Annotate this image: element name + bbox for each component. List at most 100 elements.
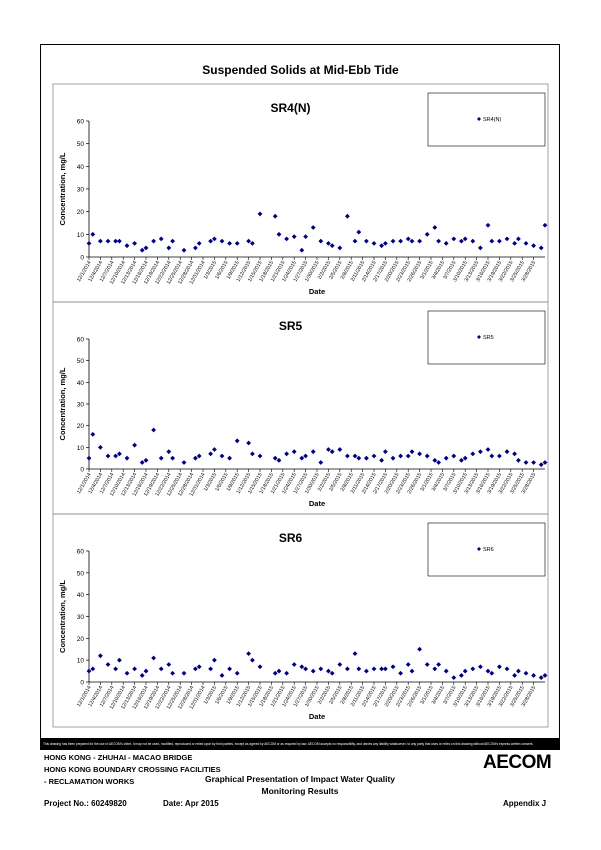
data-point bbox=[246, 440, 251, 446]
y-tick-label: 0 bbox=[80, 467, 84, 474]
data-point bbox=[310, 449, 316, 455]
data-point bbox=[158, 236, 164, 242]
legend-box bbox=[427, 92, 546, 147]
data-point bbox=[212, 657, 217, 663]
data-point bbox=[105, 453, 111, 459]
data-point bbox=[504, 236, 510, 242]
data-point bbox=[196, 664, 202, 670]
data-point bbox=[276, 457, 282, 463]
data-point bbox=[371, 453, 377, 459]
data-point bbox=[538, 675, 544, 681]
data-point bbox=[337, 662, 343, 667]
data-point bbox=[345, 666, 350, 672]
data-point bbox=[451, 453, 457, 459]
data-point bbox=[523, 241, 529, 246]
data-point bbox=[462, 236, 468, 242]
data-point bbox=[379, 243, 384, 249]
data-point bbox=[246, 651, 251, 657]
data-point bbox=[219, 673, 225, 678]
y-tick-label: 0 bbox=[80, 680, 84, 687]
data-point bbox=[193, 245, 198, 251]
data-point bbox=[459, 673, 464, 678]
data-point bbox=[516, 236, 521, 242]
data-point bbox=[250, 451, 255, 457]
data-point bbox=[257, 453, 263, 459]
page-title: Suspended Solids at Mid-Ebb Tide bbox=[202, 63, 399, 77]
data-point bbox=[538, 462, 544, 468]
y-tick-label: 40 bbox=[77, 380, 85, 387]
data-point bbox=[86, 668, 92, 674]
data-point bbox=[303, 666, 308, 672]
data-point bbox=[451, 675, 457, 681]
data-point bbox=[90, 666, 96, 672]
project-name-line-1: HONG KONG - ZHUHAI - MACAO BRIDGE bbox=[44, 753, 193, 762]
data-point bbox=[436, 662, 441, 667]
legend-label: SR5 bbox=[483, 335, 494, 341]
data-point bbox=[303, 234, 308, 239]
data-point bbox=[356, 455, 362, 461]
data-point bbox=[105, 238, 111, 244]
data-point bbox=[219, 453, 225, 459]
data-point bbox=[170, 670, 175, 676]
data-point bbox=[132, 666, 137, 672]
data-point bbox=[398, 670, 403, 676]
data-point bbox=[451, 236, 457, 242]
data-point bbox=[371, 666, 377, 672]
data-point bbox=[151, 238, 156, 244]
data-point bbox=[124, 455, 130, 461]
data-point bbox=[364, 455, 369, 461]
document-title-line-1: Graphical Presentation of Impact Water Q… bbox=[204, 774, 396, 784]
data-point bbox=[291, 662, 297, 667]
y-tick-label: 10 bbox=[77, 658, 85, 665]
data-point bbox=[443, 455, 449, 461]
data-point bbox=[432, 666, 438, 672]
data-point bbox=[497, 453, 502, 459]
data-point bbox=[379, 457, 384, 463]
y-tick-label: 10 bbox=[77, 232, 85, 239]
project-name-line-2: HONG KONG BOUNDARY CROSSING FACILITIES bbox=[44, 765, 221, 774]
data-point bbox=[409, 238, 415, 244]
data-point bbox=[143, 245, 149, 251]
data-point bbox=[310, 668, 316, 674]
data-point bbox=[538, 245, 544, 251]
data-point bbox=[276, 231, 282, 237]
data-point bbox=[390, 664, 396, 670]
data-point bbox=[299, 455, 305, 461]
data-point bbox=[432, 457, 438, 463]
y-tick-label: 30 bbox=[77, 402, 85, 409]
data-point bbox=[405, 662, 411, 667]
appendix-label: Appendix J bbox=[503, 799, 547, 808]
data-point bbox=[170, 455, 175, 461]
data-point bbox=[531, 243, 536, 249]
y-tick-label: 60 bbox=[77, 337, 85, 344]
data-point bbox=[208, 238, 213, 244]
data-point bbox=[272, 670, 278, 676]
chart-title: SR5 bbox=[279, 319, 303, 333]
data-point bbox=[329, 670, 335, 676]
x-axis-title: Date bbox=[309, 712, 325, 721]
data-point bbox=[181, 247, 187, 253]
y-tick-label: 40 bbox=[77, 592, 85, 599]
data-point bbox=[417, 451, 422, 457]
data-point bbox=[485, 222, 491, 228]
data-point bbox=[364, 238, 369, 244]
data-point bbox=[284, 236, 289, 242]
y-tick-label: 50 bbox=[77, 358, 85, 365]
legend-marker bbox=[477, 117, 481, 121]
data-point bbox=[478, 664, 483, 670]
y-tick-label: 50 bbox=[77, 570, 85, 577]
data-point bbox=[337, 447, 343, 452]
data-point bbox=[105, 662, 111, 667]
data-point bbox=[234, 241, 240, 246]
data-point bbox=[531, 460, 536, 465]
data-point bbox=[485, 447, 491, 452]
data-point bbox=[196, 241, 202, 246]
y-axis-title: Concentration, mg/L bbox=[58, 152, 67, 225]
data-point bbox=[352, 238, 358, 244]
data-point bbox=[166, 662, 172, 667]
data-point bbox=[86, 241, 92, 246]
legend-marker bbox=[477, 335, 481, 339]
data-point bbox=[379, 666, 384, 672]
data-point bbox=[489, 453, 495, 459]
data-point bbox=[383, 241, 388, 246]
